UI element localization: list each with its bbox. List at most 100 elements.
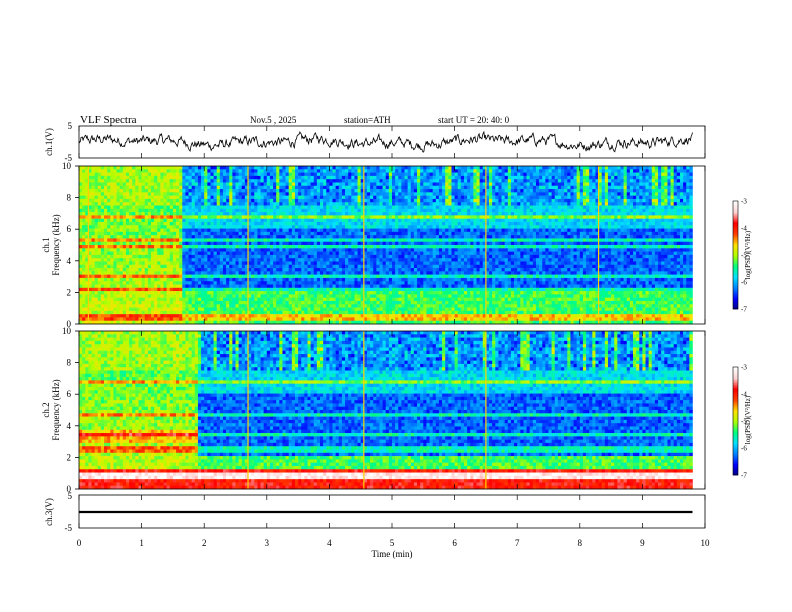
spectrogram-cell [226,229,229,233]
spectrogram-cell [345,215,348,219]
spectrogram-cell [126,206,129,210]
spectrogram-cell [207,255,210,259]
spectrogram-cell [192,192,195,196]
spectrogram-cell [236,291,239,295]
spectrogram-cell [336,314,339,318]
spectrogram-cell [198,261,201,265]
spectrogram-cell [289,229,292,233]
spectrogram-cell [151,186,154,190]
spectrogram-cell [395,186,398,190]
spectrogram-cell [323,245,326,249]
spectrogram-cell [201,242,204,246]
spectrogram-cell [367,219,370,223]
spectrogram-cell [214,219,217,223]
spectrogram-cell [279,265,282,269]
spectrogram-cell [292,308,295,312]
spectrogram-cell [367,235,370,239]
spectrogram-cell [92,291,95,295]
spectrogram-cell [242,245,245,249]
spectrogram-cell [373,317,376,321]
spectrogram-cell [217,238,220,242]
spectrogram-cell [126,275,129,279]
spectrogram-cell [189,301,192,305]
spectrogram-cell [160,288,163,292]
spectrogram-cell [229,176,232,180]
spectrogram-cell [126,199,129,203]
spectrogram-cell [104,261,107,265]
spectrogram-cell [301,301,304,305]
spectrogram-cell [157,288,160,292]
spectrogram-cell [345,202,348,206]
spectrogram-cell [242,291,245,295]
spectrogram-cell [79,314,82,318]
spectrogram-cell [295,169,298,173]
spectrogram-cell [289,206,292,210]
spectrogram-cell [351,265,354,269]
spectrogram-cell [323,166,326,170]
spectrogram-cell [132,192,135,196]
spectrogram-cell [242,278,245,282]
spectrogram-cell [373,278,376,282]
spectrogram-cell [264,179,267,183]
spectrogram-cell [307,215,310,219]
spectrogram-cell [301,196,304,200]
spectrogram-cell [358,215,361,219]
spectrogram-cell [373,245,376,249]
spectrogram-cell [164,317,167,321]
spectrogram-cell [182,252,185,256]
spectrogram-cell [373,268,376,272]
spectrogram-cell [226,301,229,305]
spectrogram-cell [295,275,298,279]
spectrogram-cell [395,215,398,219]
spectrogram-cell [142,255,145,259]
spectrogram-cell [154,186,157,190]
spectrogram-cell [157,235,160,239]
spectrogram-cell [295,229,298,233]
spectrogram-cell [236,238,239,242]
spectrogram-cell [398,252,401,256]
spectrogram-cell [383,215,386,219]
spectrogram-cell [157,294,160,298]
spectrogram-cell [113,209,116,213]
spectrogram-cell [317,192,320,196]
spectrogram-cell [123,238,126,242]
spectrogram-cell [132,166,135,170]
spectrogram-cell [220,245,223,249]
spectrogram-cell [304,232,307,236]
spectrogram-cell [376,199,379,203]
spectrogram-cell [207,173,210,177]
spectrogram-cell [107,225,110,229]
spectrogram-cell [307,206,310,210]
spectrogram-cell [367,308,370,312]
spectrogram-cell [92,317,95,321]
spectrogram-cell [251,294,254,298]
spectrogram-cell [135,229,138,233]
spectrogram-cell [82,209,85,213]
spectrogram-cell [342,199,345,203]
spectrogram-cell [242,186,245,190]
spectrogram-cell [110,268,113,272]
spectrogram-cell [392,235,395,239]
spectrogram-cell [395,182,398,186]
spectrogram-cell [304,255,307,259]
spectrogram-cell [201,192,204,196]
spectrogram-cell [304,182,307,186]
spectrogram-cell [104,271,107,275]
spectrogram-cell [120,271,123,275]
spectrogram-cell [342,173,345,177]
spectrogram-cell [257,271,260,275]
spectrogram-cell [279,229,282,233]
spectrogram-cell [267,304,270,308]
spectrogram-cell [157,281,160,285]
spectrogram-cell [142,308,145,312]
spectrogram-cell [326,192,329,196]
spectrogram-cell [298,258,301,262]
spectrogram-cell [348,291,351,295]
spectrogram-cell [242,179,245,183]
spectrogram-cell [173,301,176,305]
spectrogram-cell [342,268,345,272]
spectrogram-cell [342,186,345,190]
spectrogram-cell [229,275,232,279]
spectrogram-cell [329,209,332,213]
spectrogram-cell [242,298,245,302]
